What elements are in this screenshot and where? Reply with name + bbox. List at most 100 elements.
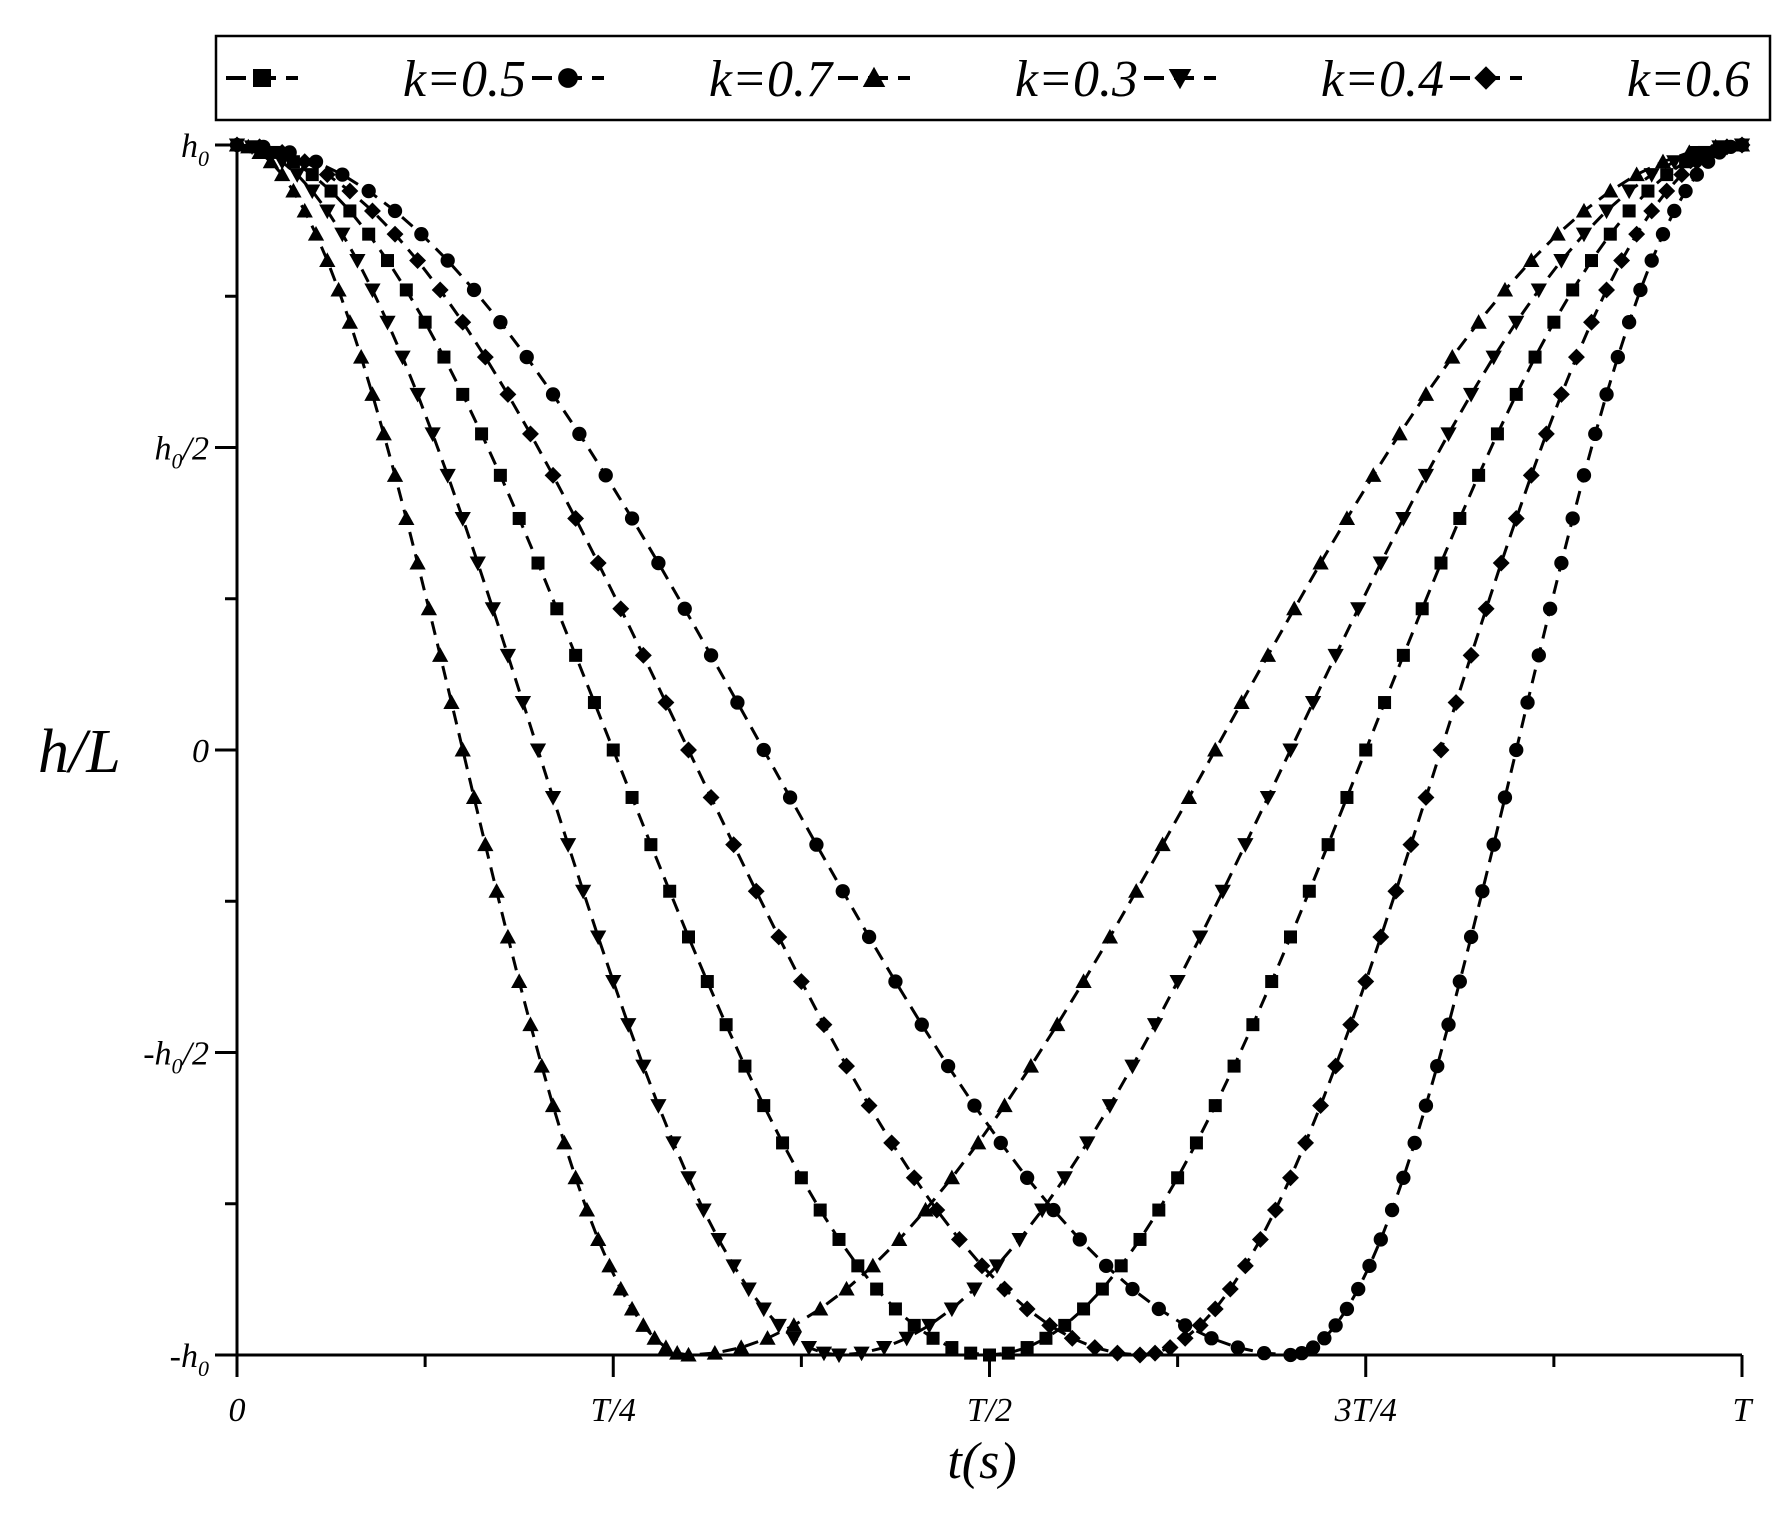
legend-label: k=0.4 [1321,51,1444,108]
data-point [1430,1058,1445,1074]
data-point [650,1099,667,1114]
data-point [386,467,404,482]
data-point [343,204,357,218]
data-point [1655,227,1671,242]
data-point [1486,837,1501,852]
x-tick-label: 0 [229,1392,246,1429]
data-point [1508,315,1525,331]
data-point [1660,168,1674,182]
data-point [755,1302,772,1318]
data-point [950,1231,968,1248]
data-point [1180,789,1198,804]
data-point [988,1259,1006,1274]
data-point [1507,510,1525,527]
data-point [1321,838,1335,852]
legend-item-k=0.3: k=0.3 [838,51,1138,108]
data-point [1339,1301,1355,1317]
data-point [993,1135,1008,1151]
legend-marker [253,69,271,87]
data-point [634,646,652,664]
data-point [623,1300,641,1316]
data-point [1378,696,1392,710]
y-tick-label: -h0/2 [143,1036,209,1079]
data-point [456,387,470,401]
data-point [1286,600,1303,616]
data-point [1633,282,1648,298]
data-point [589,554,607,572]
data-point [439,468,456,484]
data-point [493,468,507,482]
data-point [785,1331,802,1347]
data-point [756,742,771,758]
data-point [1267,1201,1284,1219]
data-point [522,1016,539,1032]
data-point [1373,1232,1388,1247]
data-point [888,974,903,989]
data-point [409,554,426,570]
data-point [1297,1134,1314,1152]
data-point [398,510,415,525]
data-point [324,184,338,198]
data-point [606,743,620,757]
data-point [1342,1016,1360,1034]
data-point [907,1318,921,1332]
data-point [341,314,358,329]
data-point [1537,425,1555,443]
data-point [725,1259,742,1274]
x-tick-label: 3T/4 [1334,1392,1397,1429]
data-point [274,166,291,182]
data-point [1417,386,1435,401]
data-point [1169,975,1186,990]
data-point [943,1302,960,1318]
data-point [635,1059,652,1075]
data-point [1221,1280,1239,1298]
data-point [1666,155,1683,170]
data-point [335,167,350,182]
data-point [1733,136,1751,154]
data-point [1492,554,1510,572]
data-point [1641,184,1655,198]
data-point [835,884,850,899]
data-point [1603,227,1617,241]
data-point [702,789,720,806]
data-point [663,884,677,898]
legend-marker [1168,69,1192,90]
data-point [1146,1018,1164,1033]
data-point [861,929,877,945]
data-point [1259,790,1277,806]
data-point [514,696,532,711]
data-point [424,427,441,443]
data-point [973,1257,991,1275]
data-point [319,204,336,220]
data-point [1622,204,1636,218]
data-point [1236,1257,1254,1275]
data-point [928,1201,946,1219]
data-point [476,348,494,366]
data-point [1391,425,1408,441]
data-point [1689,167,1704,182]
data-point [273,143,291,161]
data-point [657,1339,675,1355]
data-point [967,1098,982,1113]
x-tick-label: T/4 [591,1392,636,1429]
data-point [454,313,472,331]
data-point [575,884,592,900]
data-point [381,254,394,268]
data-point [1602,182,1619,198]
data-point [794,1171,808,1185]
data-point [1077,1302,1091,1316]
data-point [364,202,381,220]
data-point [1485,350,1502,366]
data-point [1108,1344,1126,1362]
data-point [1114,1259,1128,1273]
data-point [1340,790,1354,804]
data-point [888,1302,902,1316]
data-point [418,315,432,329]
data-point [792,973,810,990]
data-point [719,1018,733,1032]
data-point [1462,646,1480,664]
data-point [1284,930,1297,944]
data-point [1265,975,1279,989]
data-point [361,183,376,199]
data-point [572,426,587,442]
